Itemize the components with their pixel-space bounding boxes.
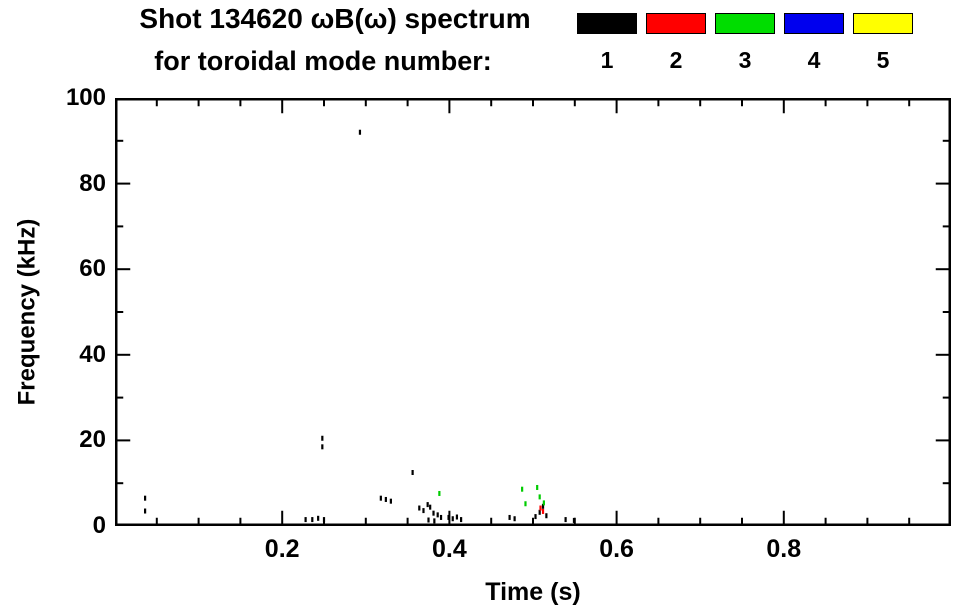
data-point-n1 <box>422 508 425 514</box>
legend-swatch-n4 <box>784 13 844 34</box>
legend-swatch-n5 <box>853 13 913 34</box>
data-point-n1 <box>321 435 324 441</box>
legend-label-n5: 5 <box>876 47 890 73</box>
legend-label-n1: 1 <box>600 47 614 73</box>
x-tick-label-0.8: 0.8 <box>766 535 802 563</box>
x-axis-label: Time (s) <box>485 578 581 606</box>
legend-item-n5: 5 <box>853 13 913 72</box>
legend-label-n4: 4 <box>807 47 821 73</box>
data-point-n2 <box>541 508 545 514</box>
plot-area <box>115 98 951 526</box>
data-point-n3 <box>524 501 527 507</box>
data-point-n1 <box>322 517 326 523</box>
legend-item-n3: 3 <box>715 13 775 72</box>
y-tick-label-80: 80 <box>79 169 106 197</box>
data-point-n3 <box>542 500 545 506</box>
data-point-n2 <box>539 505 542 511</box>
legend-item-n1: 1 <box>577 13 637 72</box>
data-point-n1 <box>321 444 324 450</box>
y-axis-label-wrap: Frequency (kHz) <box>6 98 48 526</box>
data-point-n1 <box>436 512 439 518</box>
data-point-n1 <box>572 517 576 523</box>
data-point-n1 <box>426 502 429 508</box>
data-point-n1 <box>541 503 545 509</box>
data-point-n1 <box>418 505 421 511</box>
data-point-n1 <box>460 517 463 523</box>
data-point-n1 <box>389 498 392 504</box>
data-point-n1 <box>433 518 436 524</box>
x-tick-label-0.6: 0.6 <box>599 535 634 563</box>
data-point-n1 <box>455 514 459 520</box>
data-point-n1 <box>513 516 516 522</box>
legend-swatch-n2 <box>646 13 706 34</box>
data-point-n3 <box>538 494 541 500</box>
data-point-n1 <box>317 515 320 521</box>
legend-swatch-n1 <box>577 13 637 34</box>
x-tick-label-0.2: 0.2 <box>264 535 300 563</box>
legend-item-n4: 4 <box>784 13 844 72</box>
data-point-n3 <box>536 484 539 490</box>
data-point-n3 <box>521 486 524 492</box>
data-point-n1 <box>534 514 537 520</box>
plot-frame <box>115 98 951 526</box>
legend-swatch-n3 <box>715 13 775 34</box>
data-point-n1 <box>304 517 307 523</box>
y-tick-label-20: 20 <box>79 426 106 454</box>
legend: 1 2 3 4 5 <box>577 13 913 72</box>
data-point-n1 <box>143 495 147 501</box>
y-tick-label-60: 60 <box>79 255 106 283</box>
data-point-n1 <box>508 514 511 520</box>
data-point-n1 <box>538 509 541 515</box>
data-point-n1 <box>447 514 450 520</box>
data-point-n1 <box>311 517 314 523</box>
data-point-n1 <box>427 517 430 523</box>
data-point-n1 <box>429 504 432 510</box>
y-tick-label-0: 0 <box>92 512 106 539</box>
x-tick-label-0.4: 0.4 <box>432 535 467 563</box>
legend-label-n2: 2 <box>669 47 683 73</box>
data-point-n1 <box>545 513 548 519</box>
data-point-n3 <box>438 490 441 496</box>
y-tick-label-100: 100 <box>65 84 106 111</box>
y-tick-label-40: 40 <box>79 340 106 368</box>
data-point-n1 <box>564 517 567 523</box>
legend-item-n2: 2 <box>646 13 706 72</box>
y-axis-label: Frequency (kHz) <box>13 218 41 406</box>
legend-label-n3: 3 <box>738 47 752 73</box>
data-point-n1 <box>451 516 454 522</box>
data-point-n1 <box>379 495 382 501</box>
chart-subtitle: for toroidal mode number: <box>154 46 492 76</box>
data-point-n1 <box>384 496 387 502</box>
data-point-n1 <box>358 129 362 135</box>
data-point-n1 <box>432 510 435 516</box>
data-point-n1 <box>439 514 443 520</box>
data-point-n1 <box>411 470 414 475</box>
data-point-n1 <box>143 508 147 514</box>
chart-title: Shot 134620 ωB(ω) spectrum <box>139 3 531 34</box>
